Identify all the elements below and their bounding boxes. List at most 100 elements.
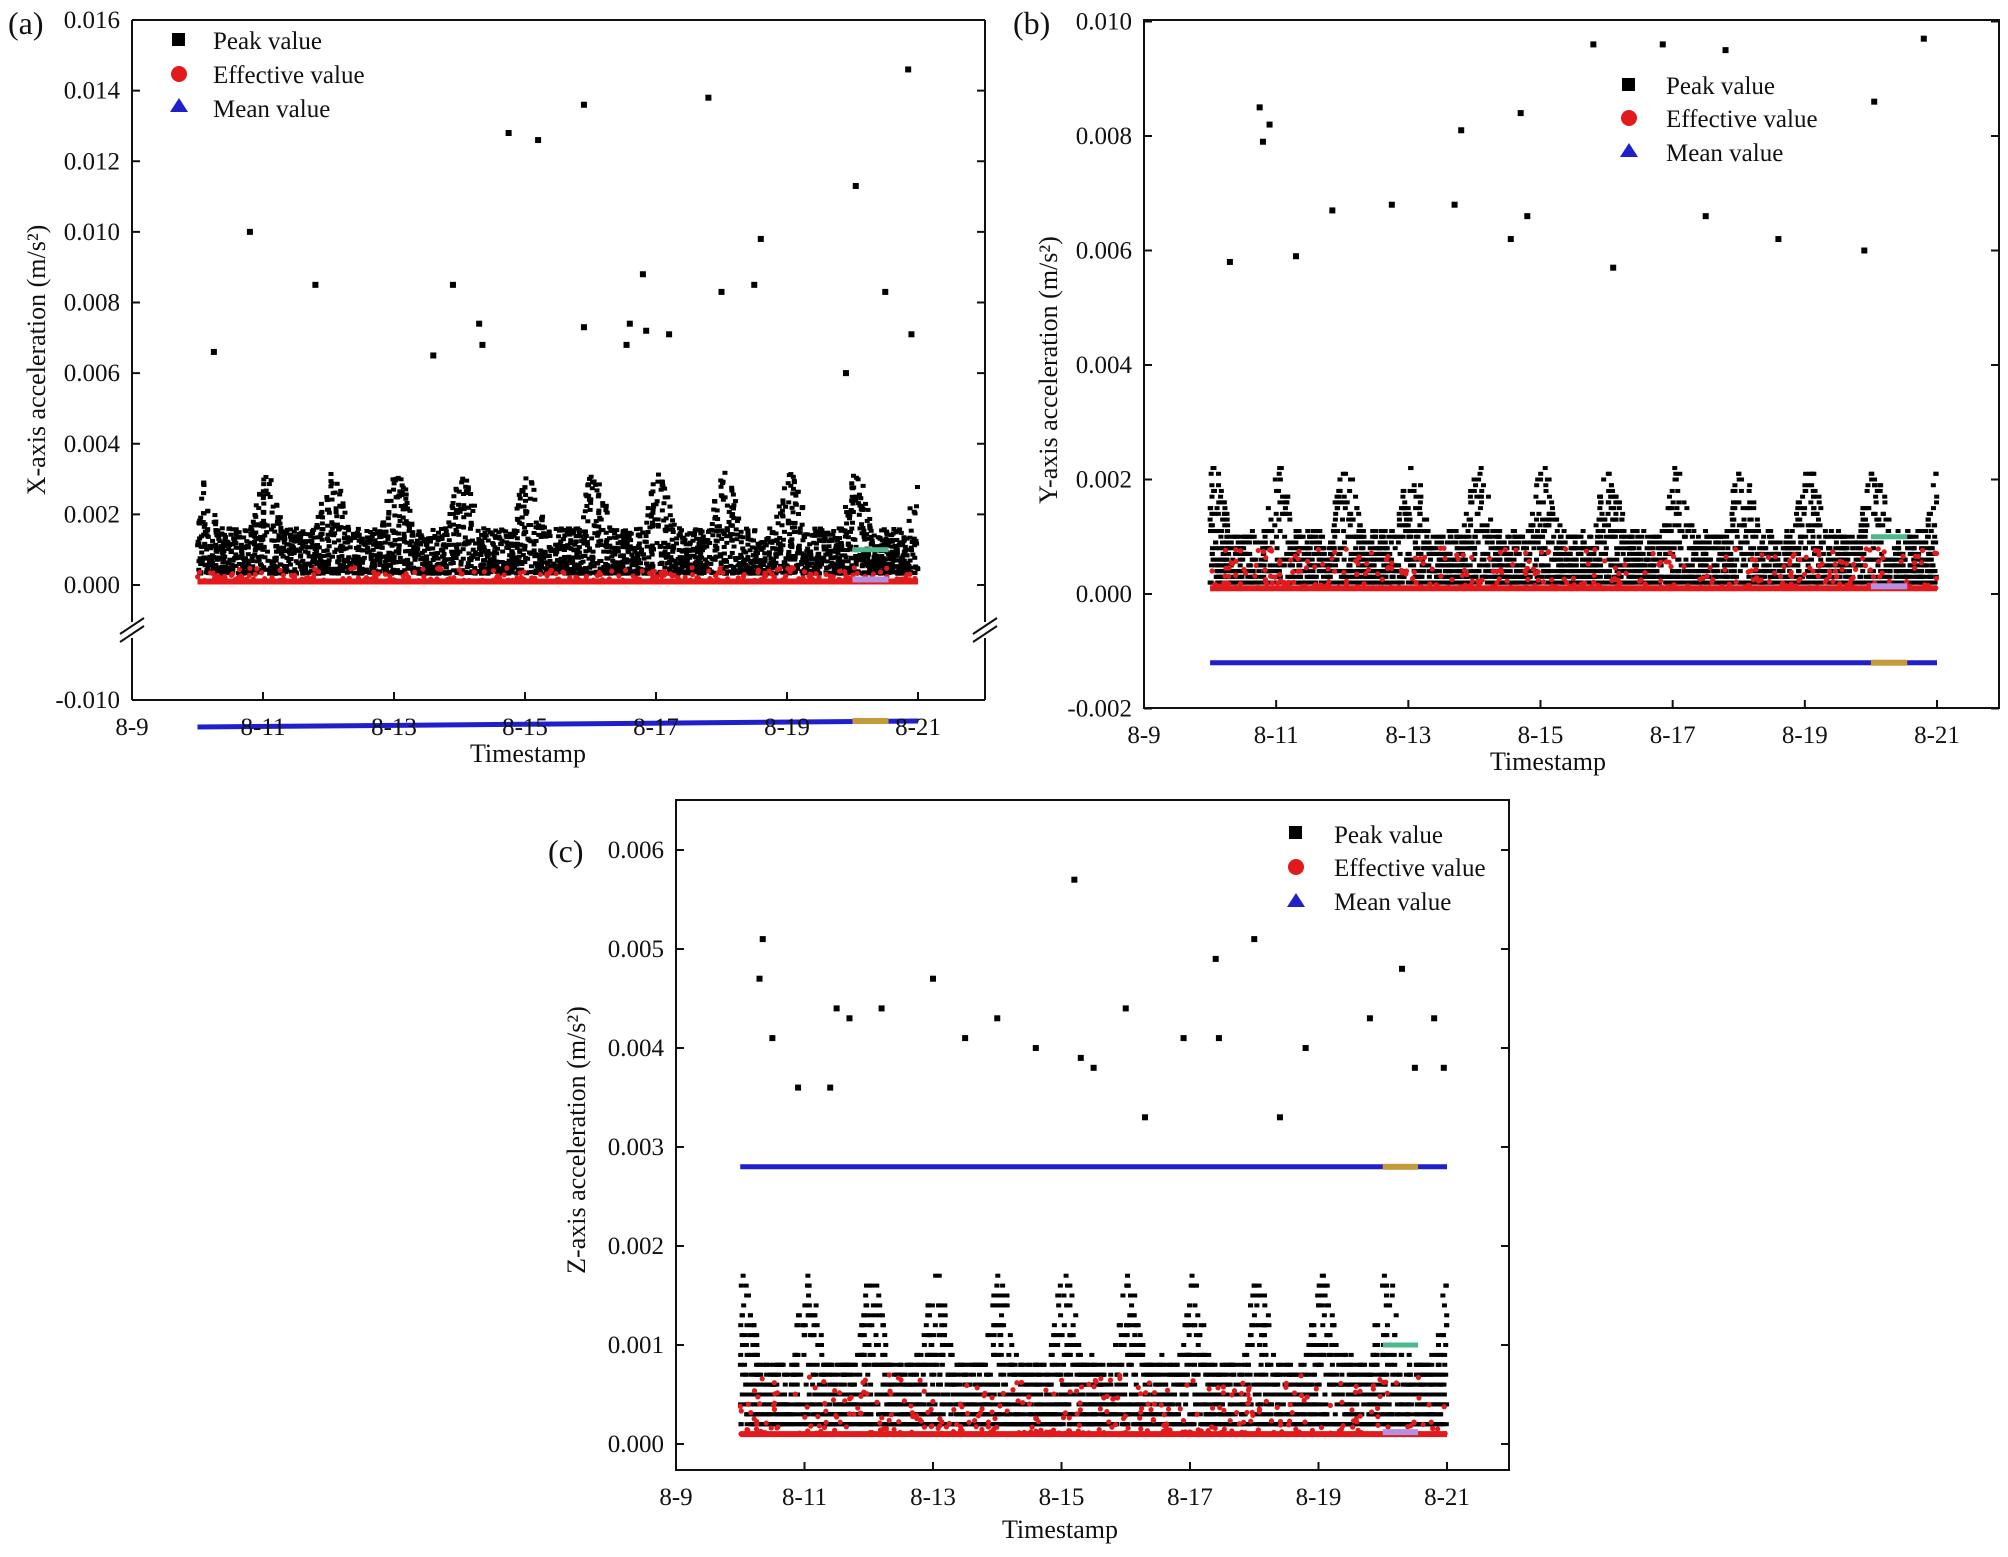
peak-point (1237, 557, 1243, 562)
peak-point (1222, 506, 1228, 511)
peak-point (531, 531, 537, 536)
peak-point (567, 558, 573, 563)
peak-point (1605, 500, 1611, 505)
peak-point (461, 491, 467, 496)
effective-point (830, 574, 836, 580)
peak-point (1258, 574, 1264, 579)
peak-point (1618, 563, 1624, 568)
effective-point (818, 578, 824, 585)
peak-point (908, 545, 914, 550)
peak-point (1621, 529, 1627, 534)
peak-point (789, 537, 795, 542)
peak-point (522, 498, 528, 503)
peak-point (791, 480, 797, 485)
peak-point (701, 545, 707, 550)
peak-point (704, 560, 710, 565)
peak-point (805, 546, 811, 551)
peak-point (202, 522, 208, 527)
peak-point (423, 542, 429, 547)
peak-point (1337, 477, 1343, 482)
peak-point (595, 543, 601, 548)
peak-point (745, 542, 751, 547)
peak-point (336, 538, 342, 543)
peak-point (573, 539, 579, 544)
peak-point (596, 511, 602, 516)
peak-point (856, 492, 862, 497)
peak-point (804, 562, 810, 567)
peak-point (649, 549, 655, 554)
peak-point (757, 546, 763, 551)
peak-point (387, 550, 393, 555)
peak-point (821, 534, 827, 539)
peak-point (681, 535, 687, 540)
peak-point (754, 565, 760, 570)
peak-point (478, 563, 484, 568)
peak-point (869, 540, 875, 545)
peak-point (209, 560, 215, 565)
peak-point (1774, 540, 1780, 545)
peak-outlier (449, 281, 456, 288)
peak-point (403, 503, 409, 508)
peak-point (1382, 540, 1388, 545)
peak-point (745, 555, 751, 560)
peak-point (751, 564, 757, 569)
peak-point (494, 562, 500, 567)
peak-point (454, 547, 460, 552)
peak-outlier (882, 288, 889, 295)
peak-point (324, 498, 330, 503)
peak-point (273, 549, 279, 554)
peak-point (1749, 551, 1755, 556)
peak-point (752, 557, 758, 562)
peak-point (780, 498, 786, 503)
peak-point (820, 559, 826, 564)
peak-point (312, 547, 318, 552)
peak-point (198, 544, 204, 549)
peak-point (765, 565, 771, 570)
peak-point (571, 548, 577, 553)
peak-point (1736, 500, 1742, 505)
peak-point (793, 502, 799, 507)
peak-point (397, 514, 403, 519)
y-tick-label: 0.000 (64, 572, 120, 599)
peak-point (901, 549, 907, 554)
peak-point (258, 534, 264, 539)
peak-point (251, 523, 257, 528)
peak-point (816, 557, 822, 562)
peak-point (514, 536, 520, 541)
peak-point (891, 553, 897, 558)
peak-point (1725, 574, 1731, 579)
peak-point (1767, 574, 1773, 579)
peak-point (1858, 529, 1864, 534)
peak-point (729, 538, 735, 543)
peak-point (466, 551, 472, 556)
peak-point (760, 562, 766, 567)
peak-point (635, 560, 641, 565)
peak-point (240, 567, 246, 572)
peak-point (564, 570, 570, 575)
peak-point (1736, 471, 1742, 476)
peak-point (831, 564, 837, 569)
peak-point (514, 545, 520, 550)
peak-point (1524, 546, 1530, 551)
peak-point (1818, 506, 1824, 511)
peak-point (729, 485, 735, 490)
peak-point (612, 545, 618, 550)
peak-point (334, 481, 340, 486)
peak-point (538, 534, 544, 539)
peak-point (510, 553, 516, 558)
peak-point (867, 523, 873, 528)
peak-point (318, 511, 324, 516)
peak-point (351, 534, 357, 539)
peak-point (482, 558, 488, 563)
peak-point (357, 563, 363, 568)
peak-point (1633, 557, 1639, 562)
peak-point (745, 557, 751, 562)
peak-point (212, 568, 218, 573)
peak-point (809, 561, 815, 566)
peak-point (415, 552, 421, 557)
peak-point (581, 569, 587, 574)
peak-point (650, 489, 656, 494)
peak-point (323, 566, 329, 571)
peak-point (615, 549, 621, 554)
peak-point (494, 551, 500, 556)
